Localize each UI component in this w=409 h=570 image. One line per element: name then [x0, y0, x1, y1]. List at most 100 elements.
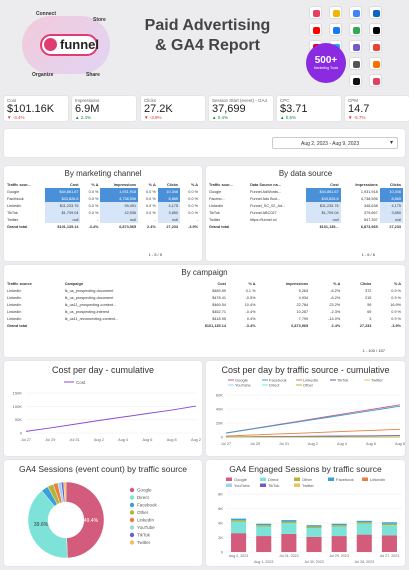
bar [381, 523, 397, 526]
table-header: Traffic source [7, 281, 32, 286]
channel-table-card: By marketing channel Traffic sour... Cost… [4, 166, 202, 261]
kpi-delta: ▼ -5.7% [348, 115, 366, 120]
kpi-label: CPC [280, 98, 290, 103]
pie-chart: 49.4% 39.6% Google Direct Facebook Other Linke… [27, 481, 158, 559]
legend-label: Twitter [137, 540, 151, 545]
x-tick-label: Jul 31, 2023 [279, 554, 299, 558]
legend-label: Facebook [269, 378, 287, 383]
kpi-delta: ▲ 2.4% [75, 115, 91, 120]
table-header: Campaign [64, 281, 84, 286]
label-store: Store [93, 17, 106, 23]
bars-chart: Google Direct Other Facebook LinkedIn YouTube… [218, 477, 402, 564]
legend-swatch [129, 487, 135, 493]
table-row[interactable]: Twitter https://funnel.io/null 547,397 null [209, 216, 403, 223]
campaign-pager[interactable]: 1 - 100 / 157 [362, 348, 385, 353]
x-tick-label: Aug 8 [167, 438, 177, 442]
table-row[interactable]: Linkedin Funnel_SC_02_Ad... $11,233.76 348,… [209, 202, 403, 209]
legend-swatch [294, 483, 300, 487]
table-row[interactable]: Facebook $43,826.6 0.0 % 4,738,596 0.0 % 8,86… [7, 195, 198, 202]
kpi-delta: ▲ 0.4% [212, 115, 228, 120]
legend-label: Google [234, 477, 248, 482]
table-header: Impressions [355, 182, 378, 187]
integration-icon [309, 6, 322, 19]
y-tick-label: 0 [221, 550, 224, 555]
y-tick-label: 0 [20, 431, 23, 436]
bar [306, 525, 322, 527]
legend-label: Direct [268, 477, 279, 482]
channel-pager[interactable]: 1 - 5 / 5 [148, 252, 162, 257]
source-table: Traffic sour... Data Source na... Cost Impr… [207, 181, 403, 230]
cum-cost-chart: Cost 150K 100K 50K 0 Jul 27 Jul 29 Jul 31 Aug 2 A… [13, 380, 201, 442]
table-header: Data Source na... [250, 182, 281, 187]
kpi-card: Session Start (event) - GA4 37,699 ▲ 0.4% [209, 96, 273, 121]
bar [231, 518, 247, 521]
tools-badge: 500+ Marketing Tools [306, 43, 346, 83]
label-connect: Connect [36, 11, 56, 17]
bar [231, 520, 247, 522]
campaign-table-card: By campaign Traffic source Campaign Cost % … [4, 265, 405, 357]
kpi-delta: ▼ -3.9% [144, 115, 162, 120]
bar [381, 535, 397, 552]
table-row[interactable]: LinkedIn $11,233.76 0.0 % 99,491 0.0 % 4,175 0… [7, 202, 198, 209]
legend-swatch [260, 477, 266, 481]
cum-cost-title: Cost per day - cumulative [51, 365, 155, 375]
bar [281, 520, 297, 522]
table-header: % Δ [190, 182, 198, 187]
table-row[interactable]: Facebo... Funnel Ads Bod... $43,826.6 4,738… [209, 195, 403, 202]
table-row[interactable]: Google $44,861.67 0.0 % 1,931,918 0.0 % 10,34… [7, 188, 198, 195]
page-title: Paid Advertising & GA4 Report [144, 17, 271, 54]
bar [256, 536, 272, 552]
legend-label: Other [302, 477, 313, 482]
table-row[interactable]: LinkedIn lk_us_prospecting-document $478.4… [7, 295, 401, 300]
y-tick-label: 8K [218, 492, 223, 497]
x-tick-label: Jul 27 [21, 438, 31, 442]
legend-swatch [362, 477, 368, 481]
bar [356, 534, 372, 552]
y-tick-label: 0 [221, 435, 224, 440]
table-header: % Δ [393, 281, 401, 286]
grand-total-row: Grand total $101,135... 6,873,965 27,233 [209, 224, 401, 229]
grand-total-row: Grand total $101,135.14 -3.4% 6,873,965 2.4%… [7, 323, 401, 328]
x-tick-label: Aug 2 [94, 438, 104, 442]
legend-label: YouTube [234, 483, 250, 488]
pie-slice [63, 481, 67, 503]
y-tick-label: 20K [216, 421, 223, 426]
legend-label: Other [303, 383, 314, 388]
legend-label: TikTok [268, 483, 279, 488]
chevron-down-icon: ▾ [389, 140, 393, 146]
x-tick-label: Aug 6 [366, 442, 376, 446]
table-row[interactable]: LinkedIn lk_us11_prospecting-content... $4… [7, 302, 401, 307]
legend-swatch [129, 510, 135, 515]
bars-title: GA4 Engaged Sessions by traffic source [229, 464, 382, 474]
x-tick-label: Jul 29, 2023 [329, 554, 349, 558]
table-row[interactable]: LinkedIn lk_us_prospecting-interest $452.7… [7, 309, 401, 314]
table-row[interactable]: TikTok $1,709.04 0.0 % 42,536 0.0 % 3,850 0.0 … [7, 209, 198, 216]
bar [231, 533, 247, 552]
table-header: Cost [70, 182, 79, 187]
slice-label: 49.4% [84, 518, 99, 524]
x-tick-label: Jul 27, 2023 [380, 554, 400, 558]
cum-source-card: Cost per day by traffic source - cumulat… [206, 361, 405, 456]
x-tick-label: Aug 2 [191, 438, 201, 442]
table-row[interactable]: TikTok Funnel ABC027 $1,709.04 379,667 3,850 [209, 209, 403, 216]
table-row[interactable]: Twitter null - null - null - [7, 216, 198, 223]
legend-label: Twitter [302, 483, 314, 488]
kpi-card: CPM 14.7 ▼ -5.7% [345, 96, 409, 121]
legend-label: LinkedIn [303, 378, 318, 383]
kpi-value: 27.2K [144, 103, 173, 115]
x-tick-label: Aug 2, 2023 [229, 554, 248, 558]
date-range-picker[interactable]: Aug 2, 2023 - Aug 9, 2023 ▾ [272, 137, 398, 149]
table-row[interactable]: LinkedIn lk_us11_reconnecting-content... $… [7, 316, 401, 321]
bar [331, 525, 347, 527]
bar [231, 521, 247, 534]
table-header: Traffic sour... [209, 182, 233, 187]
pie-slice [27, 490, 68, 559]
source-pager[interactable]: 1 - 6 / 6 [361, 252, 375, 257]
table-row[interactable]: LinkedIn lk_us_prospecting-document $489.5… [7, 288, 401, 293]
bar [356, 522, 372, 524]
pie-title: GA4 Sessions (event count) by traffic so… [18, 464, 188, 474]
table-row[interactable]: Google Funnel AdWords... $44,861.67 1,931,9… [209, 188, 403, 195]
x-tick-label: Aug 6 [142, 438, 152, 442]
legend-label: Cost [76, 380, 86, 385]
y-tick-label: 60K [216, 393, 223, 398]
